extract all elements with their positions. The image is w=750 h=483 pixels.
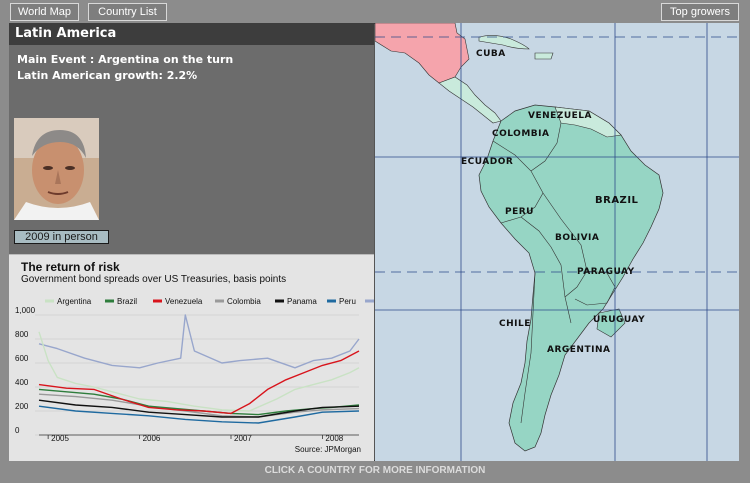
central-america-shape <box>438 76 502 124</box>
country-label-venezuela[interactable]: VENEZUELA <box>528 111 592 121</box>
top-growers-button[interactable]: Top growers <box>661 3 739 21</box>
in-person-button[interactable]: 2009 in person <box>14 230 109 244</box>
country-label-argentina[interactable]: ARGENTINA <box>547 345 611 355</box>
legend-label-1: Brazil <box>117 297 137 306</box>
country-label-cuba[interactable]: CUBA <box>476 49 506 59</box>
main-event-text: Main Event : Argentina on the turn <box>17 53 234 66</box>
country-label-peru[interactable]: PERU <box>505 207 534 217</box>
legend-label-5: Peru <box>339 297 356 306</box>
legend-label-2: Venezuela <box>165 297 203 306</box>
x-tick-label-0: 2005 <box>51 434 69 443</box>
country-label-ecuador[interactable]: ECUADOR <box>461 157 514 167</box>
legend-label-0: Argentina <box>57 297 92 306</box>
region-title: Latin America <box>9 23 374 45</box>
y-tick-label-1: 200 <box>15 402 29 411</box>
x-tick-label-1: 2006 <box>143 434 161 443</box>
country-label-colombia[interactable]: COLOMBIA <box>492 129 550 139</box>
bond-spread-chart: The return of risk Government bond sprea… <box>9 254 374 461</box>
growth-text: Latin American growth: 2.2% <box>17 69 198 82</box>
y-tick-label-5: 1,000 <box>15 306 36 315</box>
x-tick-label-3: 2008 <box>325 434 343 443</box>
country-label-chile[interactable]: CHILE <box>499 319 531 329</box>
y-tick-label-3: 600 <box>15 354 29 363</box>
legend-label-4: Panama <box>287 297 317 306</box>
country-label-paraguay[interactable]: PARAGUAY <box>577 267 635 277</box>
chart-subtitle: Government bond spreads over US Treasuri… <box>21 274 287 285</box>
series-line-peru <box>38 405 360 424</box>
series-line-venezuela <box>38 350 360 415</box>
country-label-brazil[interactable]: BRAZIL <box>595 195 639 206</box>
cuba-shape <box>478 35 530 50</box>
chart-source: Source: JPMorgan <box>294 445 361 454</box>
latin-america-map[interactable]: CUBA VENEZUELA COLOMBIA ECUADOR BRAZIL PERU BO… <box>375 23 739 461</box>
footer-hint: CLICK A COUNTRY FOR MORE INFORMATION <box>264 465 486 476</box>
series-line-argentina <box>38 331 360 412</box>
y-tick-label-4: 800 <box>15 330 29 339</box>
series-line-panama <box>38 399 360 418</box>
x-tick-label-2: 2007 <box>234 434 252 443</box>
chart-plot: Argentina Brazil Venezuela Colombia Panama Pe… <box>15 297 374 443</box>
y-tick-label-0: 0 <box>15 426 20 435</box>
y-tick-label-2: 400 <box>15 378 29 387</box>
person-portrait[interactable] <box>14 118 99 220</box>
south-america-shape <box>478 104 664 452</box>
map-svg <box>375 23 739 461</box>
country-label-uruguay[interactable]: URUGUAY <box>593 315 646 325</box>
mexico-shape <box>375 23 470 84</box>
series-line-colombia <box>38 393 360 418</box>
legend-label-3: Colombia <box>227 297 261 306</box>
country-label-bolivia[interactable]: BOLIVIA <box>555 233 600 243</box>
world-map-button[interactable]: World Map <box>10 3 79 21</box>
series-line-ecuador <box>38 314 360 369</box>
chart-title: The return of risk <box>21 260 120 274</box>
country-list-button[interactable]: Country List <box>88 3 167 21</box>
